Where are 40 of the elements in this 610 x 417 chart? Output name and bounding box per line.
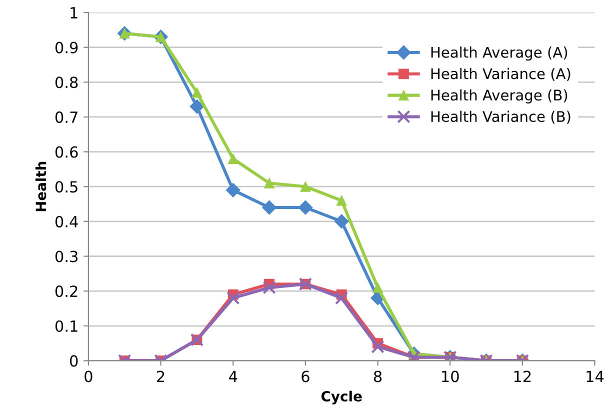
y-tick-label: 0.3 (55, 250, 78, 262)
legend-label: Health Average (B) (431, 89, 568, 104)
y-tick-label: 0.5 (55, 181, 78, 193)
point (228, 154, 238, 164)
x-tick-label: 6 (302, 370, 310, 382)
point (371, 340, 384, 354)
x-tick-label: 8 (374, 370, 382, 382)
point (334, 214, 349, 229)
point (336, 195, 347, 206)
y-tick-label: 0.4 (55, 216, 78, 228)
y-tick-label: 0.1 (55, 320, 78, 332)
y-tick-label: 0.7 (55, 111, 78, 123)
legend-label: Health Average (A) (431, 46, 568, 61)
point (190, 99, 204, 114)
y-tick-label: 0.6 (55, 146, 78, 158)
x-tick-label: 12 (514, 370, 531, 382)
y-tick-label: 1 (70, 7, 78, 18)
point (372, 282, 383, 293)
point (192, 87, 202, 98)
legend-label: Health Variance (B) (431, 110, 570, 124)
point (226, 291, 240, 305)
point (298, 200, 313, 215)
point (262, 280, 276, 294)
x-tick-label: 0 (84, 370, 92, 382)
point (300, 181, 311, 192)
y-tick-label: 0.8 (55, 76, 78, 88)
x-tick-label: 10 (442, 370, 459, 382)
point (335, 291, 348, 305)
y-tick-label: 0.9 (55, 42, 78, 54)
x-tick-label: 14 (586, 370, 604, 382)
point (226, 182, 240, 198)
y-tick-label: 0 (70, 355, 78, 367)
point (264, 178, 274, 188)
x-tick-label: 2 (157, 370, 164, 382)
legend-label: Health Variance (A) (431, 68, 570, 81)
y-tick-label: 0.2 (55, 286, 78, 298)
x-tick-label: 4 (228, 370, 238, 382)
x-axis-title: Cycle (321, 390, 362, 404)
y-axis-title: Health (35, 162, 46, 212)
point (262, 200, 276, 215)
